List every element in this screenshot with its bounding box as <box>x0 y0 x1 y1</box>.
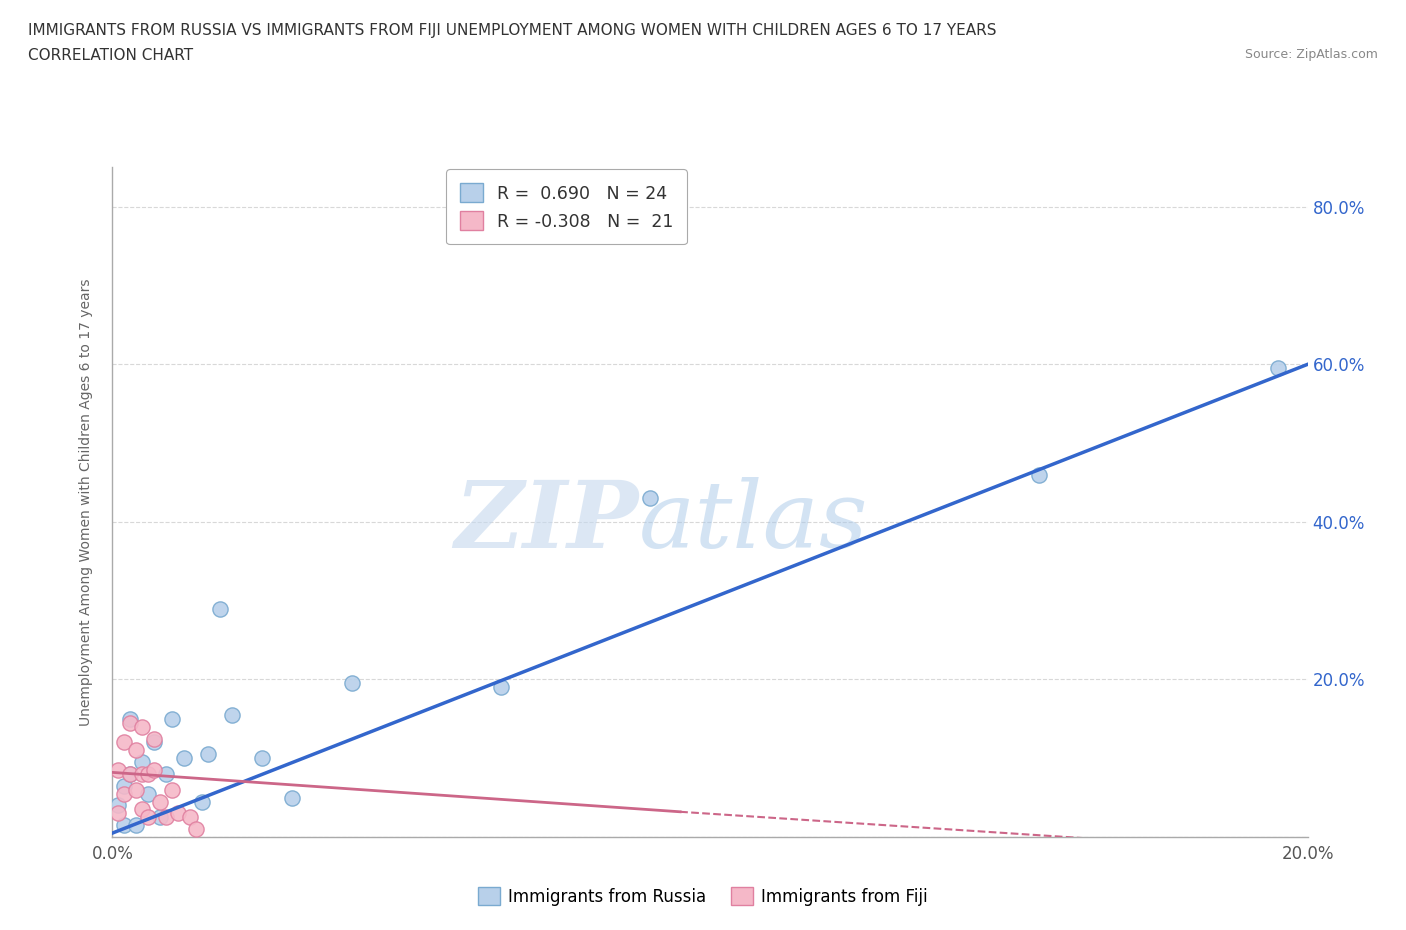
Point <box>143 763 166 777</box>
Point <box>162 782 183 797</box>
Point <box>167 806 190 821</box>
Legend: Immigrants from Russia, Immigrants from Fiji: Immigrants from Russia, Immigrants from … <box>471 881 935 912</box>
Point <box>489 680 512 695</box>
Point <box>120 766 142 781</box>
Point <box>131 802 153 817</box>
Point <box>131 755 153 770</box>
Point <box>114 735 135 750</box>
Text: IMMIGRANTS FROM RUSSIA VS IMMIGRANTS FROM FIJI UNEMPLOYMENT AMONG WOMEN WITH CHI: IMMIGRANTS FROM RUSSIA VS IMMIGRANTS FRO… <box>28 23 997 38</box>
Point <box>340 676 363 691</box>
Point <box>138 810 160 825</box>
Point <box>143 735 166 750</box>
Point <box>149 794 172 809</box>
Point <box>120 711 142 726</box>
Point <box>1028 467 1050 482</box>
Point <box>155 766 177 781</box>
Point <box>221 708 243 723</box>
Point <box>125 782 148 797</box>
Point <box>638 491 662 506</box>
Legend: R =  0.690   N = 24, R = -0.308   N =  21: R = 0.690 N = 24, R = -0.308 N = 21 <box>446 169 688 245</box>
Point <box>281 790 304 805</box>
Text: Source: ZipAtlas.com: Source: ZipAtlas.com <box>1244 48 1378 61</box>
Point <box>138 766 160 781</box>
Point <box>173 751 195 765</box>
Point <box>114 778 135 793</box>
Point <box>155 810 177 825</box>
Point <box>125 743 148 758</box>
Point <box>149 810 172 825</box>
Point <box>162 711 183 726</box>
Text: atlas: atlas <box>638 477 868 567</box>
Point <box>107 798 129 813</box>
Point <box>131 766 153 781</box>
Point <box>131 719 153 734</box>
Point <box>191 794 214 809</box>
Point <box>208 601 231 616</box>
Text: CORRELATION CHART: CORRELATION CHART <box>28 48 193 63</box>
Point <box>186 822 208 837</box>
Point <box>250 751 273 765</box>
Point <box>114 786 135 801</box>
Point <box>107 806 129 821</box>
Point <box>125 817 148 832</box>
Point <box>197 747 219 762</box>
Point <box>120 766 142 781</box>
Point <box>179 810 201 825</box>
Point <box>143 731 166 746</box>
Point <box>114 817 135 832</box>
Point <box>1267 361 1289 376</box>
Text: ZIP: ZIP <box>454 477 638 567</box>
Point <box>138 786 160 801</box>
Point <box>107 763 129 777</box>
Point <box>120 715 142 730</box>
Y-axis label: Unemployment Among Women with Children Ages 6 to 17 years: Unemployment Among Women with Children A… <box>79 278 93 726</box>
